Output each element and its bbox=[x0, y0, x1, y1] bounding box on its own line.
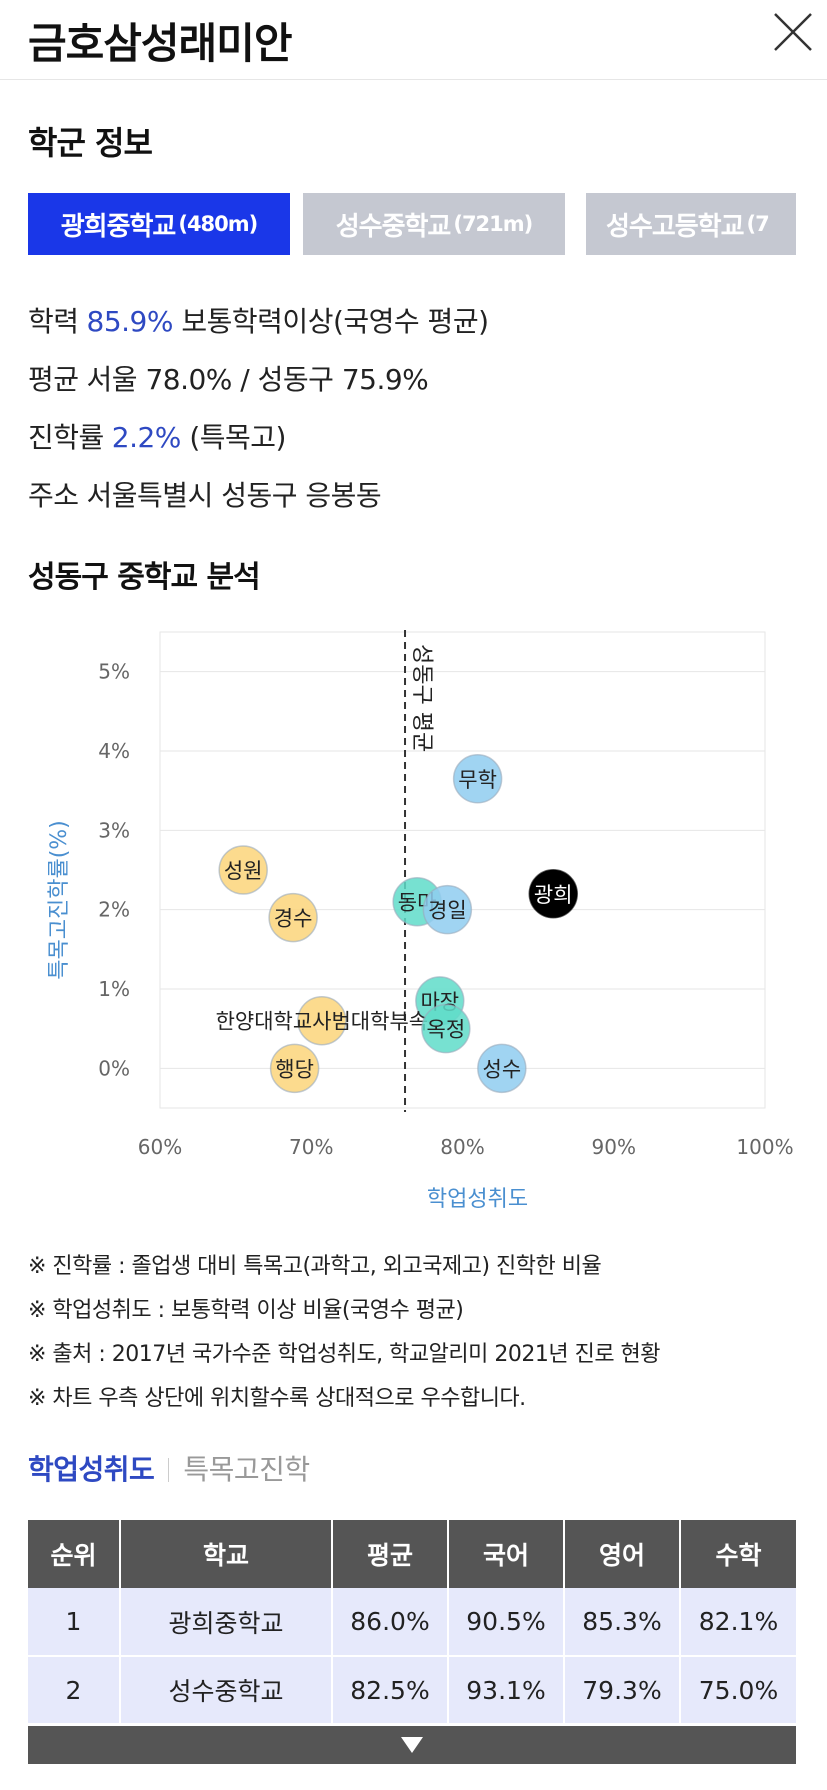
analysis-title: 성동구 중학교 분석 bbox=[28, 560, 261, 595]
tab-school-2-distance: (7 bbox=[746, 212, 770, 236]
data-point bbox=[269, 1043, 320, 1094]
x-tick-label: 70% bbox=[289, 1135, 333, 1159]
data-point-label: 광희 bbox=[534, 883, 573, 907]
data-point-label: 성수 bbox=[483, 1057, 522, 1081]
info-average: 평균 서울 78.0% / 성동구 75.9% bbox=[28, 358, 429, 398]
data-point bbox=[218, 845, 268, 895]
table-row[interactable]: 2 성수중학교 82.5% 93.1% 79.3% 75.0% bbox=[28, 1656, 796, 1725]
tab-school-0-distance: (480m) bbox=[178, 212, 258, 236]
data-point bbox=[528, 869, 578, 919]
info-advancement-value: 2.2% bbox=[111, 421, 182, 454]
info-advancement: 진학률 2.2% (특목고) bbox=[28, 416, 286, 456]
cell-rank: 1 bbox=[28, 1588, 121, 1657]
info-achievement: 학력 85.9% 보통학력이상(국영수 평균) bbox=[28, 300, 489, 340]
scatter-chart: 0% 1% 2% 3% 4% 5% 60% 70% 80% 90% 100% 학업성취도 특목고진학률(… bbox=[47, 630, 794, 1212]
data-point-label: 경수 bbox=[274, 907, 313, 931]
cell-rank: 2 bbox=[28, 1656, 121, 1725]
info-address-label: 주소 bbox=[28, 479, 79, 512]
close-icon[interactable] bbox=[771, 10, 815, 54]
note-0: ※ 진학률 : 졸업생 대비 특목고(과학고, 외고국제고) 진학한 비율 bbox=[28, 1254, 602, 1279]
info-achievement-value: 85.9% bbox=[86, 305, 174, 338]
cell-korean: 93.1% bbox=[448, 1656, 565, 1725]
data-point bbox=[268, 892, 318, 943]
data-point-label: 한양대학교사범대학부속 bbox=[216, 1010, 429, 1034]
data-point bbox=[297, 995, 347, 1046]
note-1: ※ 학업성취도 : 보통학력 이상 비율(국영수 평균) bbox=[28, 1298, 464, 1323]
info-address-text: 서울특별시 성동구 응봉동 bbox=[86, 479, 382, 512]
y-tick-label: 5% bbox=[98, 660, 130, 684]
data-point bbox=[452, 754, 503, 804]
col-rank: 순위 bbox=[28, 1520, 121, 1588]
tab-school-1[interactable]: 성수중학교 (721m) bbox=[303, 193, 565, 255]
cell-english: 85.3% bbox=[564, 1588, 681, 1657]
tab-school-2[interactable]: 성수고등학교 (7 bbox=[586, 193, 796, 255]
cell-math: 75.0% bbox=[680, 1656, 796, 1725]
x-axis-label: 학업성취도 bbox=[427, 1187, 528, 1212]
school-tabs: 광희중학교 (480m) 성수중학교 (721m) 성수고등학교 (7 bbox=[28, 193, 796, 255]
info-advancement-suffix: (특목고) bbox=[189, 421, 286, 454]
col-school: 학교 bbox=[120, 1520, 333, 1588]
y-tick-label: 3% bbox=[98, 818, 130, 842]
cell-school: 성수중학교 bbox=[120, 1656, 333, 1725]
col-average: 평균 bbox=[332, 1520, 449, 1588]
cell-average: 86.0% bbox=[332, 1588, 449, 1657]
info-advancement-label: 진학률 bbox=[28, 421, 104, 454]
tab-school-2-name: 성수고등학교 bbox=[606, 211, 745, 242]
col-korean: 국어 bbox=[448, 1520, 565, 1588]
page-title: 금호삼성래미안 bbox=[28, 19, 292, 68]
info-average-label: 평균 bbox=[28, 363, 79, 396]
ranking-subtabs: 학업성취도 특목고진학 bbox=[28, 1448, 310, 1488]
data-point-label: 경일 bbox=[428, 899, 467, 923]
school-info-title: 학군 정보 bbox=[28, 124, 153, 162]
x-tick-label: 80% bbox=[440, 1135, 484, 1159]
info-average-text: 서울 78.0% / 성동구 75.9% bbox=[86, 363, 429, 396]
table-header-row: 순위 학교 평균 국어 영어 수학 bbox=[28, 1520, 796, 1588]
x-tick-label: 100% bbox=[736, 1135, 793, 1159]
data-point bbox=[422, 884, 473, 935]
data-point bbox=[477, 1043, 527, 1094]
header: 금호삼성래미안 bbox=[0, 0, 827, 80]
cell-math: 82.1% bbox=[680, 1588, 796, 1657]
cell-average: 82.5% bbox=[332, 1656, 449, 1725]
col-math: 수학 bbox=[680, 1520, 796, 1588]
info-achievement-label: 학력 bbox=[28, 305, 79, 338]
data-point bbox=[421, 1003, 471, 1054]
tab-school-0[interactable]: 광희중학교 (480m) bbox=[28, 193, 290, 255]
data-point-label: 옥정 bbox=[427, 1018, 466, 1042]
tab-school-1-name: 성수중학교 bbox=[335, 211, 452, 242]
info-achievement-suffix: 보통학력이상(국영수 평균) bbox=[181, 305, 489, 338]
x-tick-label: 60% bbox=[138, 1135, 182, 1159]
y-tick-label: 0% bbox=[98, 1056, 130, 1080]
cell-english: 79.3% bbox=[564, 1656, 681, 1725]
y-tick-label: 4% bbox=[98, 739, 130, 763]
show-more-button[interactable] bbox=[28, 1726, 796, 1764]
x-tick-label: 90% bbox=[592, 1135, 636, 1159]
data-point-label: 행당 bbox=[275, 1057, 314, 1081]
info-address: 주소 서울특별시 성동구 응봉동 bbox=[28, 474, 382, 514]
note-2: ※ 출처 : 2017년 국가수준 학업성취도, 학교알리미 2021년 진로 … bbox=[28, 1342, 661, 1367]
data-point-label: 무학 bbox=[458, 768, 497, 792]
y-tick-label: 1% bbox=[98, 977, 130, 1001]
col-english: 영어 bbox=[564, 1520, 681, 1588]
y-axis-label: 특목고진학률(%) bbox=[47, 820, 72, 980]
subtab-divider bbox=[168, 1458, 170, 1482]
table-row[interactable]: 1 광희중학교 86.0% 90.5% 85.3% 82.1% bbox=[28, 1588, 796, 1657]
note-3: ※ 차트 우측 상단에 위치할수록 상대적으로 우수합니다. bbox=[28, 1386, 526, 1411]
ranking-table: 순위 학교 평균 국어 영어 수학 1 광희중학교 86.0% 90.5% 85… bbox=[28, 1520, 796, 1725]
triangle-down-icon bbox=[401, 1737, 423, 1753]
tab-school-1-distance: (721m) bbox=[453, 212, 533, 236]
subtab-special-school[interactable]: 특목고진학 bbox=[183, 1453, 310, 1486]
data-point-label: 성원 bbox=[224, 859, 263, 883]
reference-line-label: 성동구 평균 bbox=[409, 644, 434, 752]
y-tick-label: 2% bbox=[98, 898, 130, 922]
cell-school: 광희중학교 bbox=[120, 1588, 333, 1657]
tab-school-0-name: 광희중학교 bbox=[60, 211, 177, 242]
cell-korean: 90.5% bbox=[448, 1588, 565, 1657]
subtab-achievement[interactable]: 학업성취도 bbox=[28, 1453, 155, 1486]
